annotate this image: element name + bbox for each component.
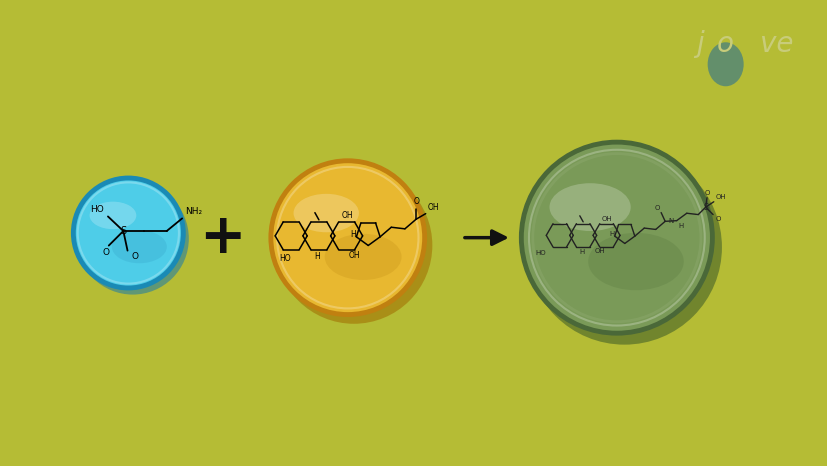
Text: O: O	[715, 216, 719, 222]
Ellipse shape	[549, 183, 630, 231]
Text: H: H	[677, 223, 682, 229]
Text: H: H	[579, 249, 584, 255]
Circle shape	[521, 142, 711, 333]
Ellipse shape	[324, 234, 401, 280]
Text: N: N	[668, 218, 673, 224]
Text: S: S	[120, 226, 127, 236]
Circle shape	[77, 182, 189, 295]
Text: OH: OH	[715, 194, 725, 200]
Text: OH: OH	[341, 212, 352, 220]
Text: H: H	[349, 230, 355, 239]
Circle shape	[270, 161, 424, 315]
Text: o: o	[716, 30, 734, 58]
Ellipse shape	[707, 42, 743, 86]
Text: HO: HO	[535, 250, 546, 256]
Text: OH: OH	[428, 203, 439, 212]
Text: O: O	[704, 190, 709, 196]
Text: +: +	[198, 211, 245, 265]
Text: HO: HO	[90, 205, 103, 214]
Text: NH₂: NH₂	[184, 206, 202, 216]
Circle shape	[275, 167, 432, 324]
Circle shape	[74, 178, 183, 288]
Text: H: H	[609, 231, 614, 237]
Text: O: O	[413, 198, 418, 206]
Text: H: H	[314, 252, 320, 261]
Circle shape	[527, 150, 721, 345]
Text: HO: HO	[280, 254, 291, 263]
Text: OH: OH	[594, 248, 605, 254]
Text: O: O	[103, 248, 109, 257]
Text: O: O	[653, 205, 659, 211]
Text: OH: OH	[348, 251, 360, 260]
Ellipse shape	[587, 233, 683, 290]
Text: O: O	[131, 252, 139, 261]
Ellipse shape	[112, 230, 166, 263]
Text: S: S	[702, 203, 707, 212]
Text: j: j	[695, 30, 703, 58]
Text: ve: ve	[758, 30, 792, 58]
Ellipse shape	[89, 202, 136, 229]
Ellipse shape	[294, 194, 358, 232]
Text: OH: OH	[600, 216, 611, 222]
